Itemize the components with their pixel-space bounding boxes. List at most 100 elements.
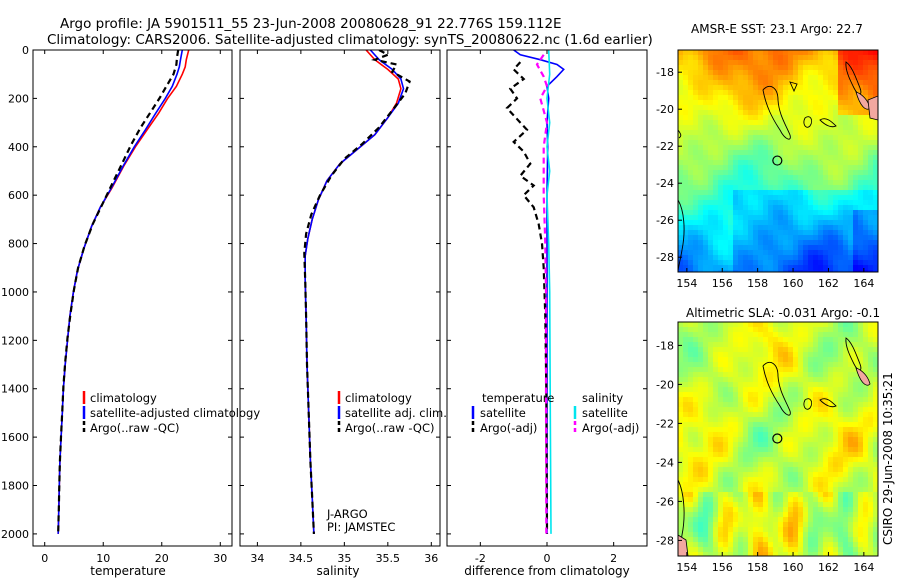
- map-cell: [798, 250, 804, 256]
- map-cell: [713, 467, 719, 473]
- map-cell: [758, 240, 764, 246]
- map-cell: [818, 377, 824, 383]
- map-cell: [733, 417, 739, 423]
- map-cell: [828, 377, 834, 383]
- map-cell: [683, 215, 689, 221]
- map-cell: [798, 532, 804, 538]
- map-cell: [708, 522, 714, 528]
- map-cell: [748, 412, 754, 418]
- map-cell: [738, 240, 744, 246]
- map-cell: [848, 90, 854, 96]
- map-cell: [678, 372, 684, 378]
- map-cell: [738, 220, 744, 226]
- map-cell: [788, 140, 794, 146]
- map-cell: [698, 245, 704, 251]
- map-cell: [733, 160, 739, 166]
- map-cell: [818, 362, 824, 368]
- map-cell: [808, 477, 814, 483]
- map-cell: [748, 382, 754, 388]
- map-cell: [723, 170, 729, 176]
- map-cell: [773, 347, 779, 353]
- map-cell: [743, 537, 749, 543]
- map-cell: [698, 482, 704, 488]
- map-cell: [708, 452, 714, 458]
- map-cell: [728, 70, 734, 76]
- map-cell: [808, 407, 814, 413]
- map-cell: [803, 522, 809, 528]
- map-cell: [763, 95, 769, 101]
- map-cell: [868, 422, 874, 428]
- map-cell: [693, 542, 699, 548]
- map-cell: [703, 100, 709, 106]
- map-cell: [778, 245, 784, 251]
- map-cell: [858, 527, 864, 533]
- map-cell: [868, 322, 874, 328]
- map-cell: [733, 120, 739, 126]
- map-cell: [793, 402, 799, 408]
- map-cell: [683, 407, 689, 413]
- map-cell: [688, 50, 694, 56]
- map-cell: [688, 502, 694, 508]
- map-cell: [863, 482, 869, 488]
- map-cell: [783, 552, 789, 556]
- map-cell: [813, 135, 819, 141]
- map-cell: [803, 145, 809, 151]
- map-cell: [783, 100, 789, 106]
- map-cell: [713, 352, 719, 358]
- map-cell: [848, 397, 854, 403]
- map-cell: [738, 402, 744, 408]
- map-cell: [808, 265, 814, 271]
- map-cell: [848, 230, 854, 236]
- map-cell: [838, 205, 844, 211]
- map-cell: [698, 337, 704, 343]
- map-cell: [768, 362, 774, 368]
- map-cell: [763, 402, 769, 408]
- map-cell: [683, 337, 689, 343]
- map-cell: [768, 90, 774, 96]
- map-cell: [863, 110, 869, 116]
- map-cell: [828, 90, 834, 96]
- map-cell: [863, 140, 869, 146]
- map-cell: [693, 462, 699, 468]
- map-cell: [818, 542, 824, 548]
- map-cell: [813, 552, 819, 556]
- map-cell: [868, 497, 874, 503]
- map-cell: [808, 327, 814, 333]
- map-cell: [868, 347, 874, 353]
- map-cell: [793, 140, 799, 146]
- map-cell: [798, 255, 804, 261]
- map-cell: [768, 427, 774, 433]
- map-cell: [813, 95, 819, 101]
- map-cell: [753, 150, 759, 156]
- map-cell: [708, 260, 714, 266]
- map-cell: [813, 357, 819, 363]
- map-cell: [753, 422, 759, 428]
- map-cell: [848, 205, 854, 211]
- map-cell: [738, 65, 744, 71]
- map-cell: [838, 452, 844, 458]
- map-cell: [863, 250, 869, 256]
- map-cell: [848, 512, 854, 518]
- map-cell: [863, 472, 869, 478]
- map-cell: [803, 447, 809, 453]
- map-cell: [848, 50, 854, 56]
- map-cell: [738, 327, 744, 333]
- map-cell: [698, 250, 704, 256]
- map-cell: [698, 502, 704, 508]
- map-cell: [798, 185, 804, 191]
- map-cell: [863, 165, 869, 171]
- map-cell: [723, 537, 729, 543]
- map-cell: [873, 210, 878, 216]
- map-cell: [683, 90, 689, 96]
- map-cell: [763, 352, 769, 358]
- map-cell: [698, 517, 704, 523]
- map-cell: [803, 367, 809, 373]
- map-cell: [823, 210, 829, 216]
- map-cell: [698, 160, 704, 166]
- map-cell: [773, 55, 779, 61]
- map-cell: [828, 125, 834, 131]
- map-cell: [708, 482, 714, 488]
- map-cell: [763, 65, 769, 71]
- map-cell: [708, 337, 714, 343]
- map-cell: [853, 437, 859, 443]
